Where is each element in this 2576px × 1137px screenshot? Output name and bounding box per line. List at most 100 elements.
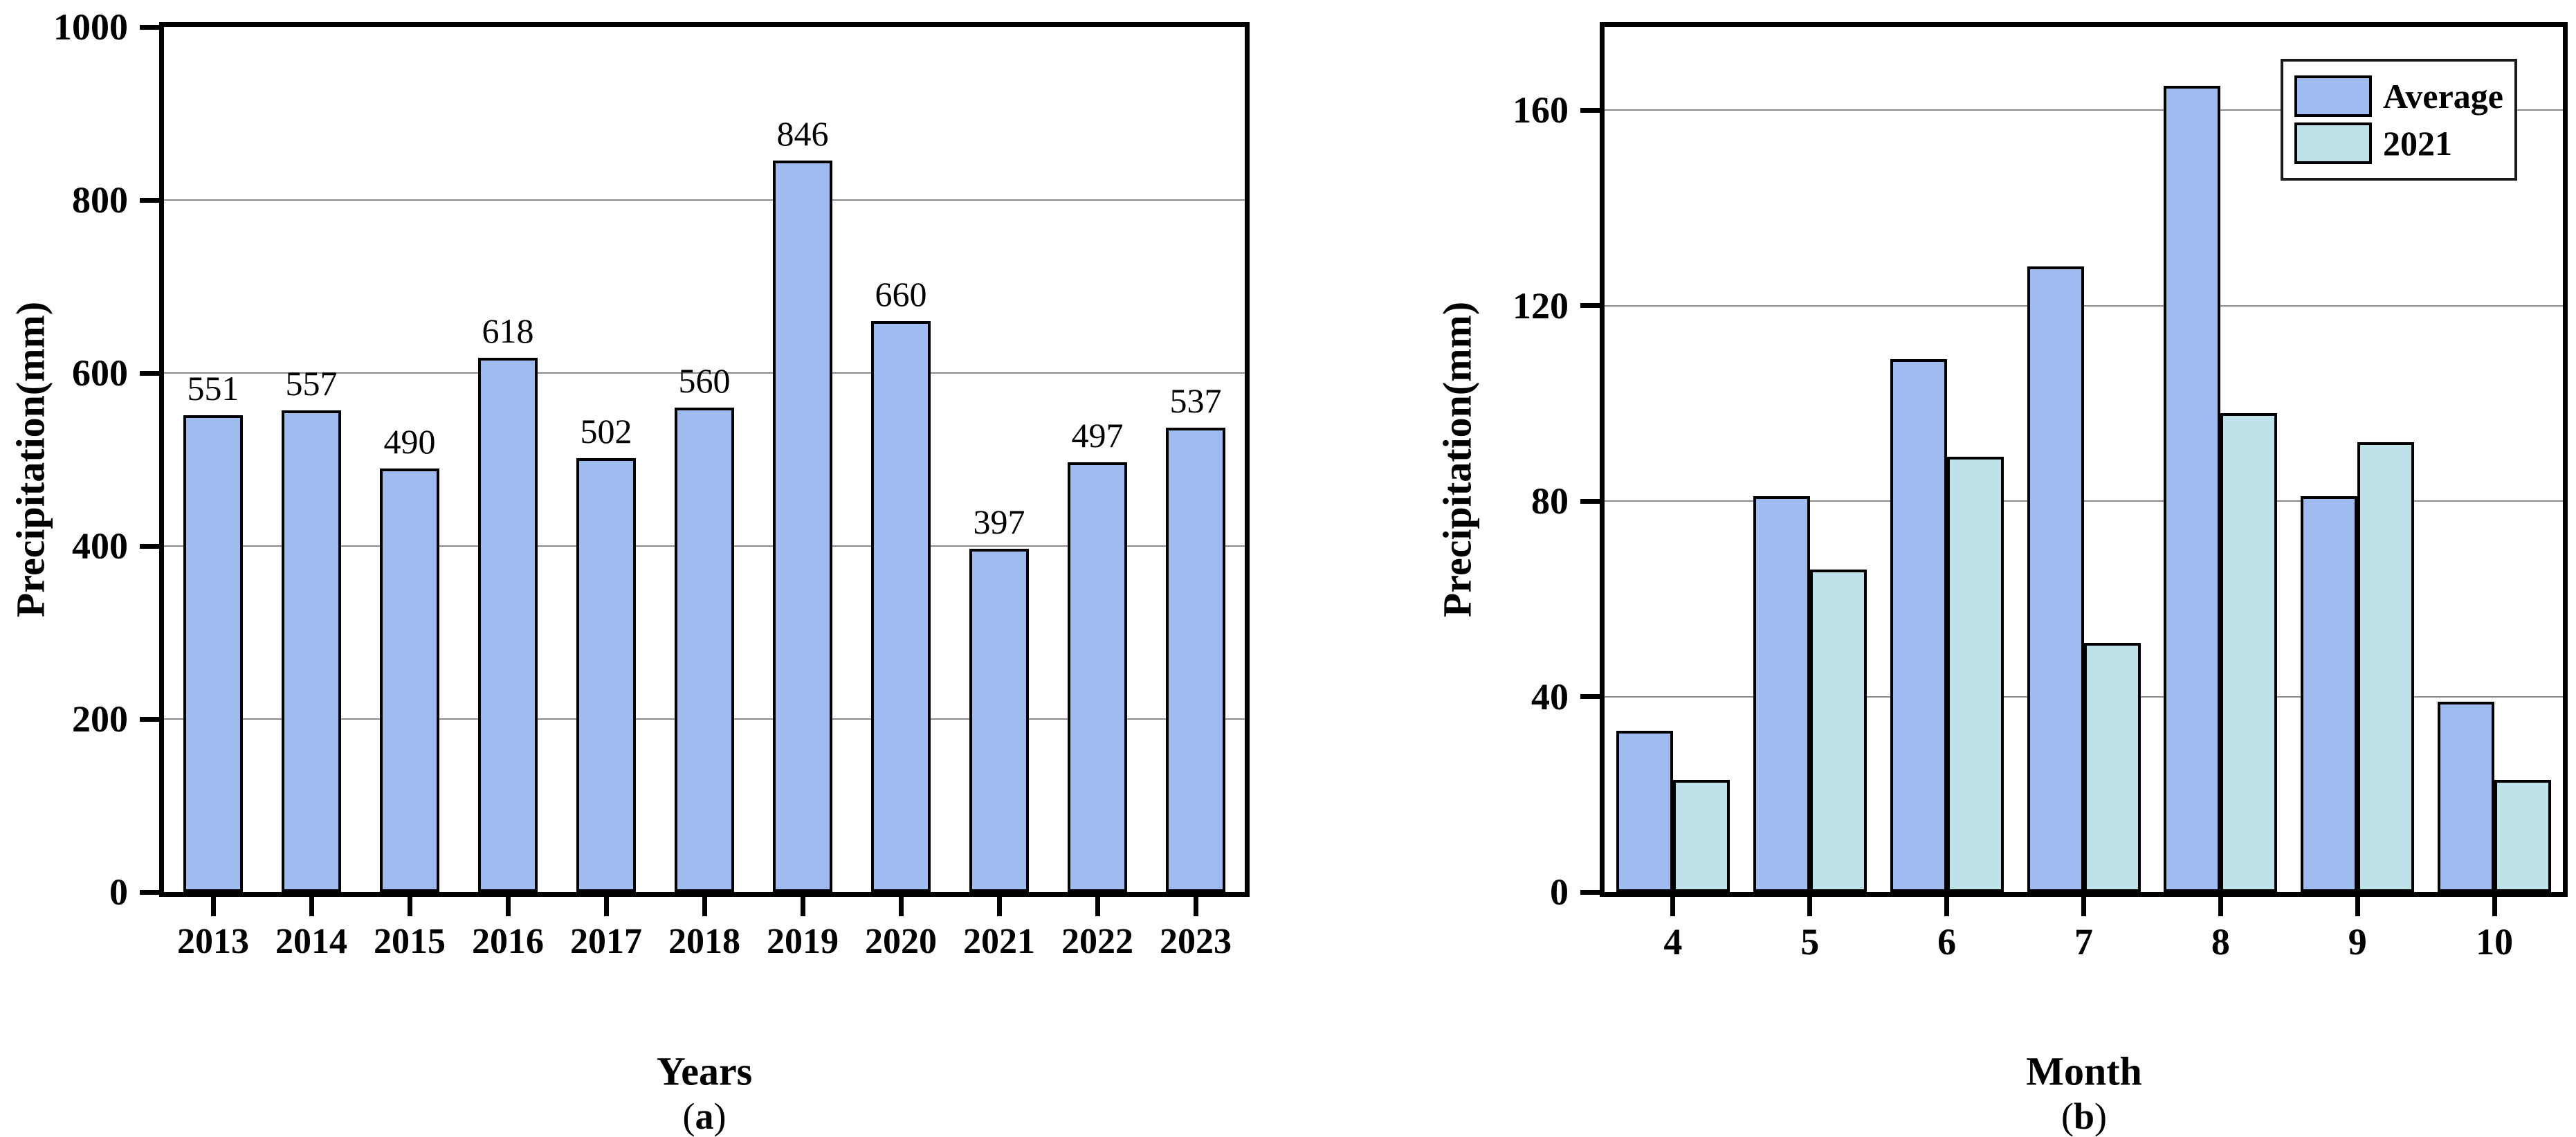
legend-swatch-2021 xyxy=(2294,122,2373,164)
y-tick-label-0: 0 xyxy=(109,871,128,913)
value-label-2015: 490 xyxy=(383,421,436,461)
bar-2018 xyxy=(675,408,734,892)
bar-2023 xyxy=(1166,427,1225,892)
y-tick-0 xyxy=(1580,889,1600,895)
x-tick-2023 xyxy=(1193,897,1198,916)
x-tick-label-2016: 2016 xyxy=(472,922,544,961)
x-tick-label-2018: 2018 xyxy=(668,922,740,961)
bar-average-8 xyxy=(2164,85,2221,892)
x-tick-label-6: 6 xyxy=(1937,921,1957,963)
y-tick-0 xyxy=(140,889,159,895)
x-tick-8 xyxy=(2218,897,2223,916)
x-tick-2022 xyxy=(1095,897,1100,916)
y-tick-label-1000: 1000 xyxy=(53,6,128,48)
x-tick-2013 xyxy=(210,897,216,916)
panel-b-caption-close: ) xyxy=(2094,1095,2108,1137)
bar-average-5 xyxy=(1753,495,1810,892)
x-tick-2016 xyxy=(505,897,511,916)
bar-2017 xyxy=(576,457,636,892)
bar-2021-4 xyxy=(1672,779,1730,892)
gridline-160 xyxy=(1605,109,2563,111)
y-tick-1000 xyxy=(140,24,159,30)
value-label-2016: 618 xyxy=(482,311,534,350)
y-tick-800 xyxy=(140,197,159,203)
x-tick-2019 xyxy=(800,897,805,916)
value-label-2013: 551 xyxy=(187,369,239,408)
y-tick-200 xyxy=(140,716,159,722)
bar-2021-8 xyxy=(2220,412,2278,892)
y-tick-400 xyxy=(140,543,159,549)
x-tick-label-2021: 2021 xyxy=(963,922,1035,961)
y-tick-600 xyxy=(140,370,159,376)
x-tick-2015 xyxy=(407,897,412,916)
x-tick-2014 xyxy=(309,897,314,916)
y-tick-label-400: 400 xyxy=(72,525,128,567)
bar-2015 xyxy=(380,468,439,892)
x-tick-label-2015: 2015 xyxy=(374,922,446,961)
y-tick-80 xyxy=(1580,498,1600,504)
x-tick-9 xyxy=(2355,897,2360,916)
x-tick-10 xyxy=(2492,897,2497,916)
panel-a-y-axis-title: Precipitation(mm) xyxy=(8,301,53,618)
x-tick-label-2014: 2014 xyxy=(275,922,347,961)
legend: Average 2021 xyxy=(2281,59,2517,181)
panel-b-caption-letter: b xyxy=(2073,1095,2095,1137)
x-tick-label-10: 10 xyxy=(2476,921,2514,963)
y-tick-label-600: 600 xyxy=(72,352,128,394)
x-tick-label-9: 9 xyxy=(2348,921,2367,963)
bar-2016 xyxy=(478,357,538,892)
bar-2021-6 xyxy=(1946,457,2004,892)
bar-2013 xyxy=(183,415,243,892)
value-label-2022: 497 xyxy=(1071,415,1124,455)
x-tick-label-4: 4 xyxy=(1663,921,1683,963)
x-tick-label-2020: 2020 xyxy=(865,922,937,961)
x-tick-7 xyxy=(2081,897,2086,916)
panel-b-y-axis-title: Precipitation(mm) xyxy=(1434,301,1480,618)
bar-2022 xyxy=(1068,462,1127,892)
y-tick-label-200: 200 xyxy=(72,698,128,740)
panel-b-x-axis-title: Month xyxy=(2026,1048,2142,1094)
x-tick-label-2022: 2022 xyxy=(1061,922,1133,961)
y-tick-label-80: 80 xyxy=(1531,480,1569,522)
gridline-120 xyxy=(1605,304,2563,307)
panel-a-caption-letter: a xyxy=(695,1095,714,1137)
panel-b-caption-open: ( xyxy=(2061,1095,2074,1137)
x-tick-2018 xyxy=(702,897,707,916)
x-tick-label-2017: 2017 xyxy=(570,922,642,961)
legend-label-average: Average xyxy=(2383,77,2503,116)
bar-2020 xyxy=(871,321,931,892)
x-tick-6 xyxy=(1944,897,1950,916)
bar-average-10 xyxy=(2438,701,2495,892)
x-tick-label-2023: 2023 xyxy=(1160,922,1232,961)
bar-average-7 xyxy=(2027,266,2084,892)
gridline-80 xyxy=(1605,500,2563,502)
x-tick-2017 xyxy=(603,897,609,916)
y-tick-label-40: 40 xyxy=(1531,675,1569,718)
value-label-2020: 660 xyxy=(875,275,927,313)
legend-item-average: Average xyxy=(2294,75,2503,117)
bar-2021-9 xyxy=(2357,442,2415,892)
x-tick-2021 xyxy=(996,897,1002,916)
y-tick-label-160: 160 xyxy=(1513,89,1569,131)
panel-a-x-axis-title: Years xyxy=(656,1048,753,1094)
value-label-2018: 560 xyxy=(678,361,731,400)
bar-2014 xyxy=(282,410,341,892)
x-tick-label-2013: 2013 xyxy=(177,922,249,961)
value-label-2019: 846 xyxy=(776,113,829,153)
value-label-2021: 397 xyxy=(973,502,1025,541)
x-tick-label-5: 5 xyxy=(1800,921,1820,963)
panel-a-caption-close: ) xyxy=(713,1095,727,1137)
bar-average-4 xyxy=(1616,730,1673,892)
panel-b-plot-area: 0 40 80 120 160 4 5 6 7 8 9 10 Average 2021 xyxy=(1513,22,2568,961)
legend-item-2021: 2021 xyxy=(2294,122,2503,164)
y-tick-40 xyxy=(1580,694,1600,699)
bar-average-6 xyxy=(1890,359,1947,892)
bar-2021-5 xyxy=(1809,569,1867,892)
x-tick-2020 xyxy=(898,897,904,916)
value-label-2023: 537 xyxy=(1169,381,1222,420)
x-tick-label-2019: 2019 xyxy=(767,922,839,961)
x-tick-label-7: 7 xyxy=(2074,921,2093,963)
bar-average-9 xyxy=(2301,495,2358,892)
x-tick-label-8: 8 xyxy=(2211,921,2230,963)
